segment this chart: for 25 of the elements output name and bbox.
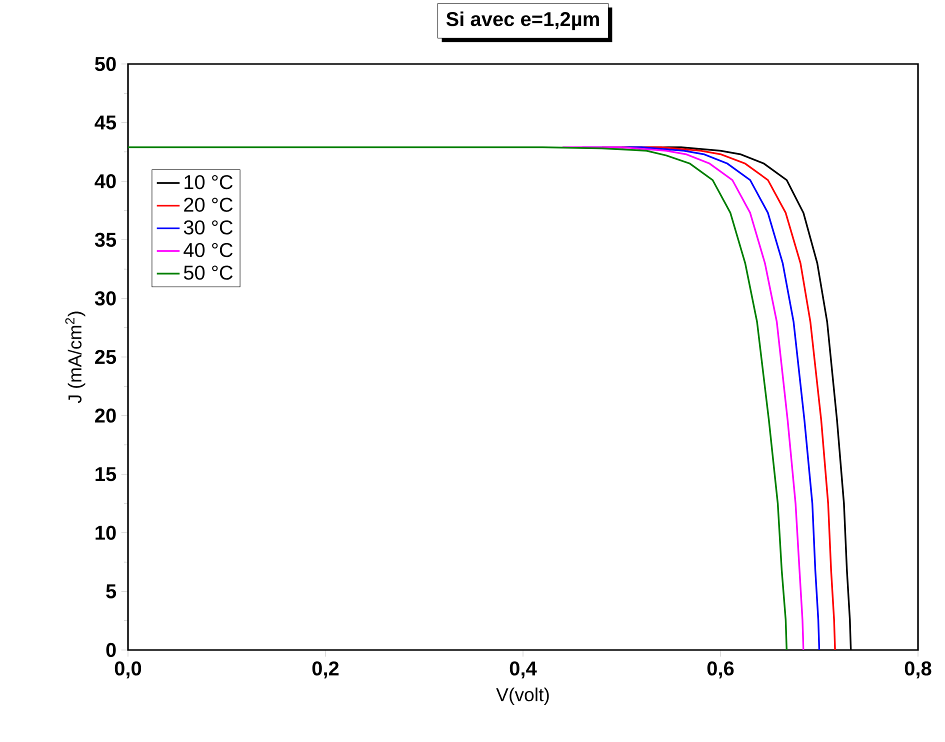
y-axis-title: J (mA/cm$^{2}$): [65, 312, 86, 404]
y-tick-label: 30: [94, 291, 116, 306]
x-tick-label: 0,8: [904, 661, 932, 678]
x-tick-label: 0,2: [312, 661, 339, 678]
y-tick-label: 50: [94, 56, 116, 72]
y-tick-label: 15: [96, 467, 116, 482]
legend-label: 20 °C: [184, 198, 233, 212]
x-tick-label: 0,6: [707, 661, 734, 678]
y-tick-label: 0: [106, 642, 116, 658]
y-tick-label: 40: [94, 174, 116, 188]
x-tick-label: 0,4: [510, 661, 537, 678]
x-axis-title: V(volt): [496, 688, 549, 705]
y-tick-label: 10: [96, 526, 116, 540]
legend-label: 50 °C: [184, 266, 233, 280]
chart-title: Si avec e=1,2µm: [446, 11, 599, 30]
y-tick-label: 20: [95, 408, 116, 423]
legend-label: 30 °C: [184, 220, 233, 234]
x-tick-label: 0,0: [114, 661, 142, 678]
y-tick-label: 25: [95, 350, 116, 364]
y-tick-label: 45: [94, 116, 116, 130]
legend-label: 40 °C: [184, 242, 233, 258]
legend-label: 10 °C: [184, 175, 233, 190]
y-tick-label: 5: [106, 584, 116, 598]
y-tick-label: 35: [94, 232, 116, 247]
line-series: [128, 146, 788, 650]
